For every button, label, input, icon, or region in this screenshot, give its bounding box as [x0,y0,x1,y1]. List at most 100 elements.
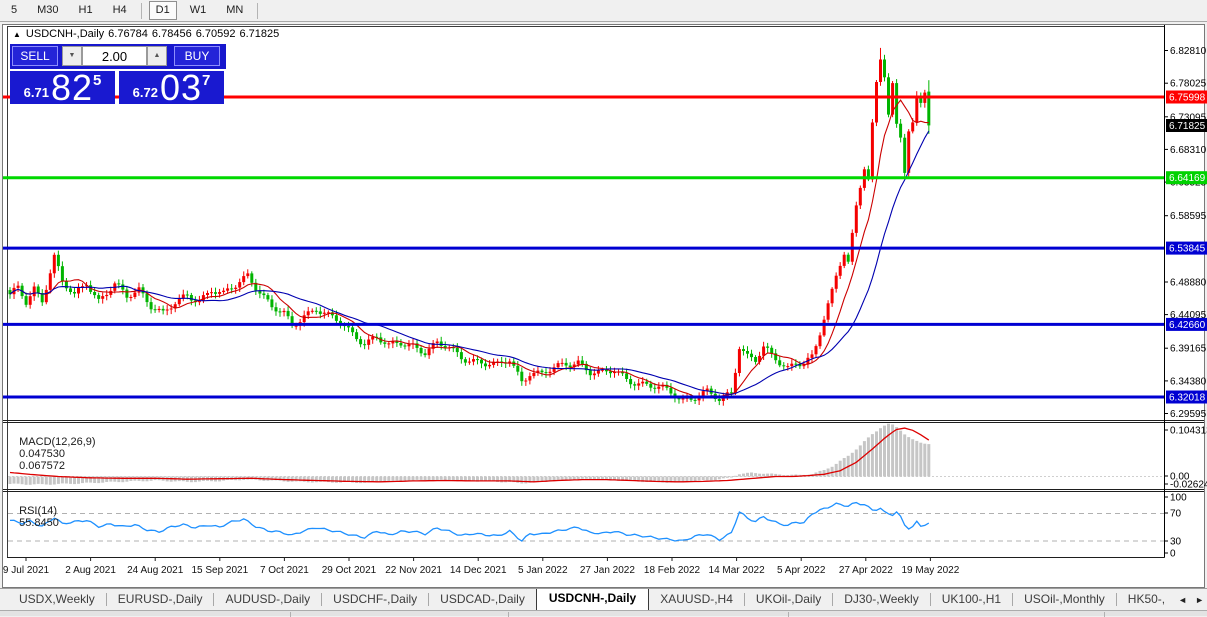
price-tick-label: 6.78025 [1170,79,1207,90]
timeframe-button-W1[interactable]: W1 [189,4,207,16]
tab-scroll-left-icon[interactable]: ◄ [1178,595,1188,605]
price-label-bg [1166,119,1207,132]
one-click-trading-panel: SELL ▼ ▲ BUY 6.71 82 5 6.72 03 7 [10,44,226,108]
ma-slow-line [9,130,930,395]
tab-eurusd-daily[interactable]: EURUSD-,Daily [117,592,203,606]
tab-usdcad-daily[interactable]: USDCAD-,Daily [440,592,525,606]
price-tick-label: 6.48880 [1170,278,1207,289]
rsi-axis-label: 0 [1170,549,1176,560]
ma-fast-line [9,99,929,399]
tab-scroll-controls: ◄ ► [1172,595,1204,605]
tab-dj30-weekly[interactable]: DJ30-,Weekly [844,592,919,606]
price-label-text: 6.71825 [1169,121,1206,132]
tab-separator [428,593,430,606]
macd-name: MACD(12,26,9) [19,436,96,448]
tab-separator [929,593,931,606]
date-tick-label: 2 Aug 2021 [65,565,116,576]
macd-axis-label: 0.00 [1170,472,1190,483]
price-label-text: 6.64169 [1169,173,1206,184]
status-strip [0,610,1207,617]
date-tick-label: 15 Sep 2021 [191,565,248,576]
ohlc-low: 6.70592 [195,28,236,40]
rsi-axis-label: 30 [1170,537,1182,548]
toolbar-separator [257,2,259,19]
date-tick-label: 18 Feb 2022 [644,565,701,576]
bid-price-prefix: 6.71 [23,85,49,100]
timeframe-button-D1[interactable]: D1 [148,1,177,20]
timeframe-button-H4[interactable]: H4 [112,4,127,16]
rsi-line [9,501,930,542]
date-tick-label: 22 Nov 2021 [385,565,442,576]
macd-indicator-label: MACD(12,26,9) 0.047530 0.067572 [13,424,101,472]
ask-price-prefix: 6.72 [132,85,158,100]
timeframe-button-5[interactable]: 5 [11,4,18,16]
timeframe-button-MN[interactable]: MN [226,4,244,16]
price-label-bg [1166,317,1207,331]
price-tick-label: 6.39165 [1170,344,1207,355]
ask-price-main: 03 [159,67,202,108]
tab-separator [105,593,107,606]
sell-button[interactable]: SELL [12,46,58,66]
price-tick-label: 6.68310 [1170,145,1207,156]
buy-button[interactable]: BUY [174,46,220,66]
date-tick-label: 19 May 2022 [901,565,959,576]
price-tick-label: 6.44095 [1170,310,1207,321]
date-tick-label: 29 Oct 2021 [322,565,377,576]
tab-scroll-right-icon[interactable]: ► [1195,595,1204,605]
timeframe-button-H1[interactable]: H1 [78,4,93,16]
macd-value-signal: 0.067572 [19,460,66,472]
rsi-name: RSI(14) [19,505,58,517]
tab-hk50-[interactable]: HK50-, [1127,592,1166,606]
date-tick-label: 14 Mar 2022 [709,565,766,576]
volume-increase-button[interactable]: ▲ [147,46,167,66]
tab-ukoil-daily[interactable]: UKOil-,Daily [755,592,822,606]
ask-price-display[interactable]: 6.72 03 7 [119,67,224,108]
tab-audusd-daily[interactable]: AUDUSD-,Daily [225,592,311,606]
rsi-axis-label: 100 [1170,493,1187,504]
price-tick-label: 6.29595 [1170,409,1207,420]
tab-usdchf-daily[interactable]: USDCHF-,Daily [333,592,418,606]
rsi-axis-label: 70 [1170,509,1182,520]
tab-separator [1115,593,1117,606]
ohlc-high: 6.78456 [151,28,192,40]
chevron-down-icon: ▼ [68,52,76,59]
date-tick-label: 27 Apr 2022 [839,565,893,576]
date-tick-label: 5 Jan 2022 [518,565,568,576]
tab-usdcnh-daily[interactable]: USDCNH-,Daily [535,589,650,610]
price-label-bg [1166,241,1207,255]
macd-value-main: 0.047530 [19,448,66,460]
toolbar-separator [140,2,142,19]
price-tick-label: 6.34380 [1170,376,1207,387]
date-tick-label: 7 Oct 2021 [260,565,309,576]
volume-input[interactable] [82,46,147,66]
tab-usoil-monthly[interactable]: USOil-,Monthly [1024,592,1105,606]
tab-usdx-weekly[interactable]: USDX,Weekly [19,592,95,606]
price-label-text: 6.75998 [1169,93,1206,104]
tab-xauusd-h4[interactable]: XAUUSD-,H4 [660,592,733,606]
bid-price-main: 82 [50,67,93,108]
ohlc-close: 6.71825 [239,28,280,40]
price-tick-label: 6.58595 [1170,211,1207,222]
chart-window-frame [2,24,1205,588]
collapse-panel-icon[interactable]: ▲ [13,29,21,39]
date-tick-label: 24 Aug 2021 [127,565,184,576]
rsi-indicator-label: RSI(14) 55.8450 [13,493,64,529]
tab-separator [213,593,215,606]
price-label-text: 6.53845 [1169,244,1206,255]
tab-uk100-h1[interactable]: UK100-,H1 [941,592,1002,606]
volume-decrease-button[interactable]: ▼ [62,46,82,66]
date-tick-label: 14 Dec 2021 [450,565,507,576]
bid-price-display[interactable]: 6.71 82 5 [10,67,115,108]
ask-price-pip: 7 [202,72,211,89]
tab-separator [832,593,834,606]
price-label-text: 6.32018 [1169,393,1206,404]
timeframe-button-M30[interactable]: M30 [37,4,59,16]
symbol-tab-bar: USDX,Weekly EURUSD-,Daily AUDUSD-,Daily USD… [0,588,1207,610]
tab-separator [1012,593,1014,606]
chart-title: ▲ USDCNH-,Daily 6.76784 6.78456 6.70592 … [13,28,283,40]
macd-axis-label: -0.026245 [1170,480,1207,491]
price-label-bg [1166,171,1207,185]
macd-signal-line [9,427,930,483]
price-tick-label: 6.73095 [1170,112,1207,123]
